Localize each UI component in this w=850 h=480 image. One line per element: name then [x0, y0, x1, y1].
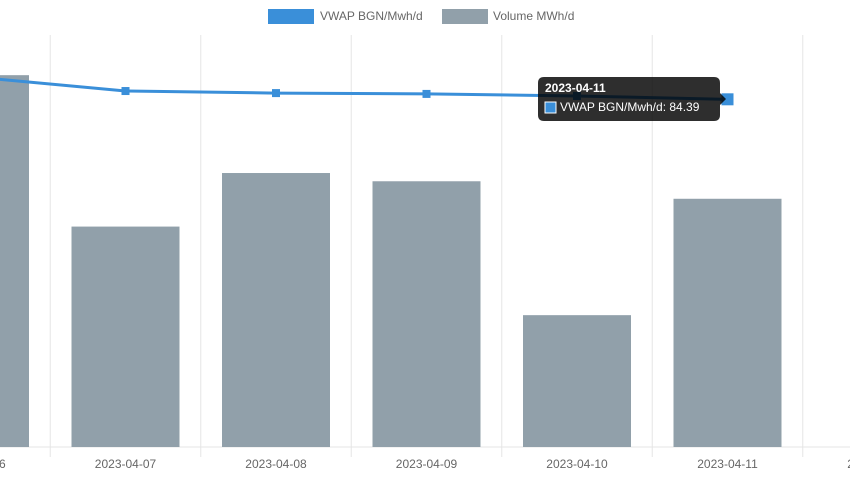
bar — [71, 226, 180, 447]
x-tick-label: 2023-04-12 — [847, 457, 850, 471]
tooltip-title: 2023-04-11 — [545, 81, 606, 95]
legend-swatch — [268, 9, 314, 24]
bar — [372, 181, 481, 447]
point — [721, 93, 734, 106]
point — [121, 87, 130, 96]
bar — [673, 198, 782, 447]
x-tick-label: 2023-04-09 — [396, 457, 458, 471]
x-tick-label: 2023-04-11 — [697, 457, 758, 471]
legend-label: Volume MWh/d — [493, 9, 574, 23]
tooltip-label: VWAP BGN/Mwh/d: 84.39 — [560, 100, 700, 114]
point — [422, 89, 431, 98]
x-tick-label: 2023-04-08 — [245, 457, 307, 471]
tooltip-box — [538, 77, 726, 121]
x-tick-label: 2023-04-10 — [546, 457, 608, 471]
bar — [0, 75, 29, 448]
tooltip: 2023-04-11 VWAP BGN/Mwh/d: 84.39 — [538, 77, 726, 121]
bar — [523, 315, 631, 447]
point — [272, 89, 280, 98]
legend-swatch — [442, 9, 488, 24]
legend-label: VWAP BGN/Mwh/d — [320, 9, 423, 23]
x-tick-label: 2023-04-06 — [0, 457, 6, 471]
bar — [222, 173, 330, 447]
tooltip-swatch — [544, 101, 557, 114]
x-tick-label: 2023-04-07 — [95, 457, 157, 471]
